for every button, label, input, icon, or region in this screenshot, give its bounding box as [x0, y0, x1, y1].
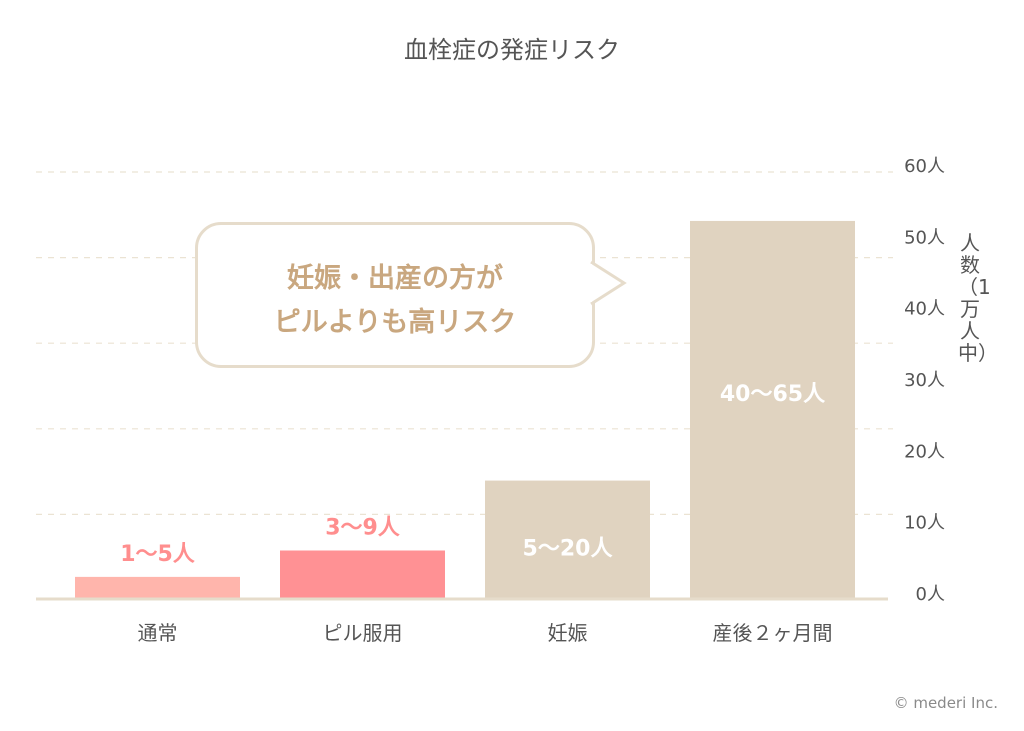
y-tick-label: 50人	[904, 227, 945, 248]
y-tick-label: 10人	[904, 513, 945, 534]
y-tick-label: 0人	[916, 584, 945, 605]
callout-line-2: ピルよりも高リスク	[273, 307, 517, 338]
bar-3	[690, 220, 855, 598]
y-tick-label: 30人	[904, 370, 945, 391]
bar-0	[75, 576, 240, 598]
y-axis-label: 人数（1万人中）	[958, 231, 998, 365]
bar-value-label: 40〜65人	[720, 382, 825, 407]
callout-tail	[587, 260, 627, 306]
x-tick-label: 妊娠	[548, 621, 588, 645]
x-tick-label: 通常	[138, 621, 178, 645]
chart-title: 血栓症の発症リスク	[404, 36, 620, 64]
bar-value-label: 1〜5人	[120, 542, 195, 567]
callout-text: 妊娠・出産の方が ピルよりも高リスク	[198, 257, 592, 345]
bar-value-label: 5〜20人	[523, 537, 613, 562]
x-tick-label: ピル服用	[323, 621, 403, 645]
callout-bubble: 妊娠・出産の方が ピルよりも高リスク	[195, 222, 595, 368]
copyright-credit: © mederi Inc.	[893, 694, 998, 712]
bar-1	[280, 550, 445, 598]
bar-value-label: 3〜9人	[325, 515, 400, 540]
bar-2	[485, 480, 650, 598]
y-tick-label: 60人	[904, 156, 945, 177]
y-tick-label: 20人	[904, 441, 945, 462]
callout-line-1: 妊娠・出産の方が	[287, 263, 503, 294]
x-tick-label: 産後２ヶ月間	[713, 621, 833, 645]
y-tick-label: 40人	[904, 299, 945, 320]
